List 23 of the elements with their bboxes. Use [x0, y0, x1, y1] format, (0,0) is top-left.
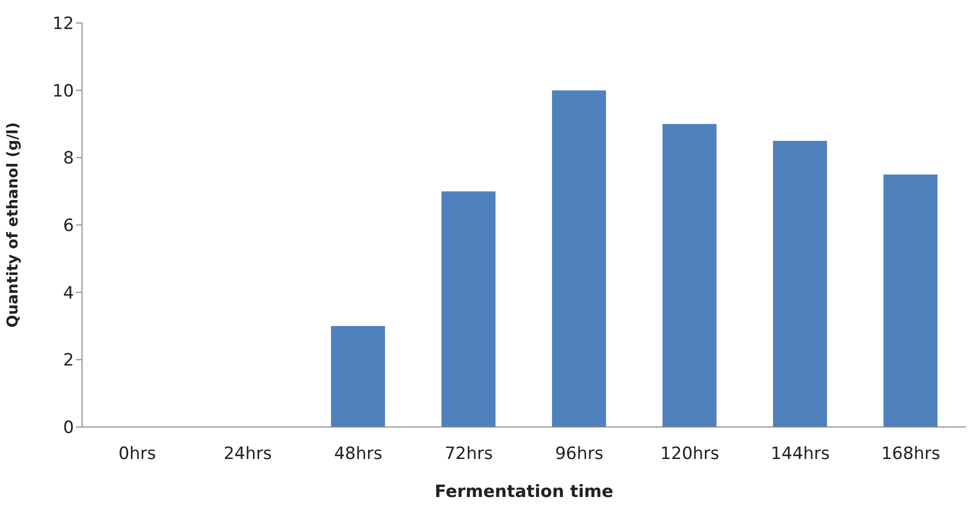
y-tick-label: 12 [52, 14, 74, 34]
bar [442, 191, 496, 427]
y-tick-label: 4 [63, 283, 74, 304]
y-tick-label: 0 [63, 418, 74, 438]
y-tick-label: 10 [52, 81, 74, 102]
x-tick-label: 48hrs [334, 444, 383, 464]
x-tick-label: 168hrs [881, 444, 940, 464]
y-axis-title: Quantity of ethanol (g/l) [3, 122, 22, 328]
bar [662, 124, 716, 427]
x-tick-label: 72hrs [444, 444, 494, 464]
bar [884, 174, 938, 427]
x-tick-label: 96hrs [555, 444, 604, 464]
y-tick-label: 2 [63, 350, 74, 371]
bar [773, 140, 827, 427]
y-tick-label: 6 [63, 216, 74, 236]
x-tick-label: 144hrs [770, 444, 830, 464]
x-tick-label: 120hrs [660, 444, 720, 464]
bar [331, 326, 385, 427]
x-tick-label: 24hrs [224, 444, 272, 464]
x-tick-label: 0hrs [118, 444, 156, 464]
y-tick-label: 8 [63, 148, 74, 169]
bar [552, 90, 606, 427]
x-axis-title: Fermentation time [434, 482, 614, 502]
